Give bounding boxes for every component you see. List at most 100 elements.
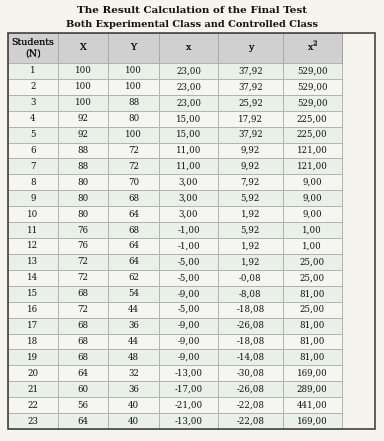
Bar <box>58 302 108 318</box>
Text: 5,92: 5,92 <box>241 194 260 203</box>
Bar <box>108 318 159 333</box>
Text: 80: 80 <box>77 178 88 187</box>
Bar <box>159 127 218 142</box>
Bar <box>8 127 58 142</box>
Bar <box>218 397 283 413</box>
Bar <box>159 63 218 79</box>
Text: 92: 92 <box>77 114 88 123</box>
Bar <box>283 222 342 238</box>
Text: 169,00: 169,00 <box>297 369 328 378</box>
Text: x: x <box>186 44 191 52</box>
Bar <box>283 238 342 254</box>
Bar <box>58 413 108 429</box>
Bar <box>283 397 342 413</box>
Bar <box>8 142 58 158</box>
Bar <box>8 222 58 238</box>
Bar <box>283 302 342 318</box>
Text: 3,00: 3,00 <box>179 178 198 187</box>
Bar <box>8 333 58 349</box>
Text: 88: 88 <box>128 98 139 107</box>
Bar <box>218 365 283 381</box>
Text: 81,00: 81,00 <box>300 321 325 330</box>
Text: 3,00: 3,00 <box>179 209 198 219</box>
Bar <box>8 286 58 302</box>
Bar <box>108 349 159 365</box>
Bar <box>58 222 108 238</box>
Bar <box>283 111 342 127</box>
Bar <box>159 270 218 286</box>
Bar <box>218 33 283 63</box>
Bar <box>8 333 58 349</box>
Text: 121,00: 121,00 <box>297 146 328 155</box>
Bar <box>108 63 159 79</box>
Bar <box>58 95 108 111</box>
Text: 14: 14 <box>27 273 38 282</box>
Text: 7: 7 <box>30 162 36 171</box>
Bar <box>159 238 218 254</box>
Bar <box>58 270 108 286</box>
Text: 60: 60 <box>77 385 88 394</box>
Text: 15: 15 <box>27 289 38 298</box>
Text: 19: 19 <box>27 353 38 362</box>
Bar <box>58 238 108 254</box>
Bar <box>58 333 108 349</box>
Bar <box>283 191 342 206</box>
Bar <box>159 63 218 79</box>
Bar <box>58 191 108 206</box>
Text: 2: 2 <box>313 40 318 48</box>
Text: -22,08: -22,08 <box>237 417 265 426</box>
Text: 3,00: 3,00 <box>179 194 198 203</box>
Bar <box>218 286 283 302</box>
Text: 68: 68 <box>128 226 139 235</box>
Bar <box>159 33 218 63</box>
Bar <box>159 222 218 238</box>
Text: 100: 100 <box>125 130 142 139</box>
Text: -9,00: -9,00 <box>177 353 200 362</box>
Bar <box>159 33 218 63</box>
Text: 81,00: 81,00 <box>300 353 325 362</box>
Bar <box>58 286 108 302</box>
Bar <box>8 318 58 333</box>
Bar <box>108 333 159 349</box>
Bar <box>159 127 218 142</box>
Text: 11: 11 <box>27 226 38 235</box>
Text: 32: 32 <box>128 369 139 378</box>
Bar <box>8 174 58 191</box>
Text: 72: 72 <box>77 258 88 266</box>
Bar <box>8 206 58 222</box>
Bar <box>159 333 218 349</box>
Bar <box>8 79 58 95</box>
Bar <box>108 95 159 111</box>
Bar <box>218 318 283 333</box>
Bar <box>283 381 342 397</box>
Bar <box>108 142 159 158</box>
Bar <box>283 63 342 79</box>
Bar <box>218 79 283 95</box>
Bar <box>218 95 283 111</box>
Text: -13,00: -13,00 <box>175 417 203 426</box>
Bar <box>58 254 108 270</box>
Bar <box>159 254 218 270</box>
Bar <box>58 365 108 381</box>
Bar <box>218 413 283 429</box>
Bar <box>283 381 342 397</box>
Text: 48: 48 <box>128 353 139 362</box>
Bar <box>8 254 58 270</box>
Bar <box>8 302 58 318</box>
Bar <box>58 111 108 127</box>
Text: 289,00: 289,00 <box>297 385 328 394</box>
Text: 54: 54 <box>128 289 139 298</box>
Text: 37,92: 37,92 <box>238 67 263 75</box>
Text: -8,08: -8,08 <box>239 289 262 298</box>
Bar <box>108 381 159 397</box>
Text: x: x <box>308 44 313 52</box>
Bar <box>218 174 283 191</box>
Text: 1,00: 1,00 <box>302 242 322 250</box>
Bar <box>283 33 342 63</box>
Text: 23,00: 23,00 <box>176 67 201 75</box>
Text: 92: 92 <box>77 130 88 139</box>
Bar <box>218 286 283 302</box>
Text: 1,92: 1,92 <box>241 242 260 250</box>
Text: 100: 100 <box>74 82 91 91</box>
Bar <box>159 142 218 158</box>
